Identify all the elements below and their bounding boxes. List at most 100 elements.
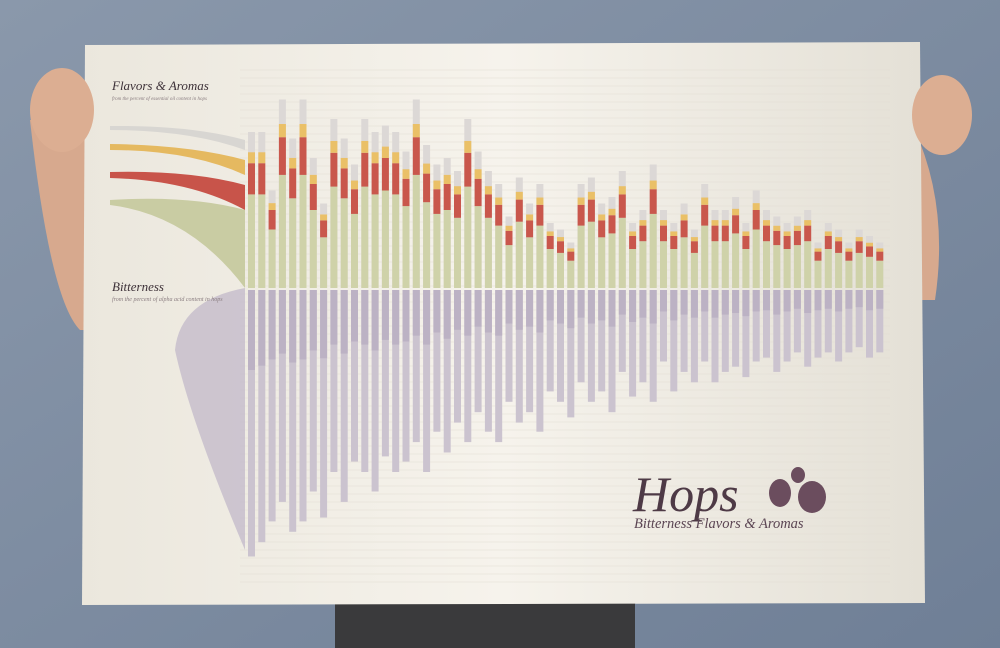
right-hand — [912, 75, 972, 155]
alpha-bar — [371, 290, 379, 492]
alpha-core — [587, 290, 595, 324]
alpha-bar — [649, 290, 657, 402]
alpha-core — [258, 290, 266, 366]
yellow-segment — [289, 157, 297, 169]
alpha-core — [742, 290, 750, 317]
alpha-bar — [474, 290, 482, 413]
alpha-core — [577, 290, 585, 318]
green-segment — [752, 229, 760, 288]
green-segment — [299, 174, 307, 288]
green-segment — [248, 194, 255, 288]
red-segment — [412, 137, 420, 175]
green-segment — [474, 206, 482, 288]
alpha-bar — [505, 290, 513, 402]
yellow-segment — [546, 231, 554, 236]
yellow-segment — [763, 220, 770, 226]
green-segment — [649, 213, 657, 288]
alpha-core — [824, 290, 832, 309]
yellow-segment — [608, 208, 616, 216]
green-segment — [371, 194, 379, 288]
yellow-segment — [402, 169, 410, 179]
alpha-core — [649, 290, 657, 324]
ribbon — [110, 171, 245, 210]
red-segment — [330, 152, 338, 187]
red-segment — [289, 168, 297, 199]
yellow-segment — [711, 220, 719, 226]
green-segment — [639, 241, 647, 288]
alpha-bar — [608, 290, 616, 413]
alpha-core — [732, 290, 740, 314]
alpha-bar — [278, 290, 286, 502]
alpha-core — [752, 290, 760, 312]
alpha-bar — [248, 290, 255, 557]
yellow-segment — [361, 140, 369, 153]
alpha-bar — [855, 290, 863, 348]
alpha-core — [351, 290, 358, 342]
alpha-bar — [309, 290, 317, 492]
alpha-bar — [866, 290, 873, 358]
alpha-core — [721, 290, 729, 315]
alpha-core — [690, 290, 698, 318]
alpha-bar — [454, 290, 461, 423]
red-segment — [464, 152, 472, 187]
alpha-bar — [845, 290, 853, 353]
red-segment — [855, 241, 863, 253]
yellow-segment — [855, 237, 863, 242]
alpha-core — [248, 290, 255, 370]
yellow-segment — [557, 237, 564, 242]
alpha-bar — [536, 290, 544, 432]
alpha-core — [484, 290, 492, 333]
yellow-segment — [299, 124, 307, 138]
alpha-core — [423, 290, 431, 345]
ribbon — [110, 144, 245, 175]
red-segment — [690, 241, 698, 253]
alpha-bar — [680, 290, 688, 372]
green-segment — [278, 174, 286, 288]
yellow-segment — [835, 237, 843, 242]
alpha-bar — [701, 290, 709, 362]
green-segment — [701, 225, 709, 288]
hops-chart — [240, 69, 890, 583]
yellow-segment — [515, 191, 523, 200]
yellow-segment — [649, 180, 657, 190]
alpha-bar — [639, 290, 647, 383]
red-segment — [618, 194, 626, 218]
alpha-core — [845, 290, 853, 309]
yellow-segment — [752, 203, 760, 210]
green-segment — [536, 225, 544, 288]
red-segment — [351, 189, 358, 214]
red-segment — [866, 246, 873, 257]
yellow-segment — [721, 220, 729, 226]
yellow-segment — [248, 152, 255, 164]
green-segment — [381, 190, 389, 288]
green-segment — [598, 237, 606, 288]
alpha-core — [639, 290, 647, 318]
green-segment — [804, 241, 812, 288]
alpha-bar — [433, 290, 441, 432]
alpha-core — [402, 290, 410, 342]
green-segment — [268, 229, 276, 288]
flavors-title: Flavors & Aromas — [111, 78, 209, 93]
yellow-segment — [309, 174, 317, 184]
red-segment — [495, 204, 503, 226]
alpha-bar — [711, 290, 719, 383]
alpha-bar — [515, 290, 523, 423]
green-segment — [618, 217, 626, 288]
green-segment — [660, 241, 667, 288]
yellow-segment — [371, 152, 379, 164]
alpha-bar — [742, 290, 750, 378]
red-segment — [670, 236, 678, 249]
alpha-core — [804, 290, 812, 314]
yellow-segment — [598, 214, 606, 221]
green-segment — [505, 245, 513, 288]
green-segment — [443, 210, 451, 288]
alpha-core — [670, 290, 678, 321]
alpha-core — [546, 290, 554, 321]
red-segment — [835, 241, 843, 253]
red-segment — [783, 236, 791, 249]
yellow-segment — [701, 197, 709, 205]
alpha-core — [557, 290, 564, 324]
alpha-core — [701, 290, 709, 312]
alpha-bar — [629, 290, 637, 397]
red-segment — [742, 236, 750, 249]
